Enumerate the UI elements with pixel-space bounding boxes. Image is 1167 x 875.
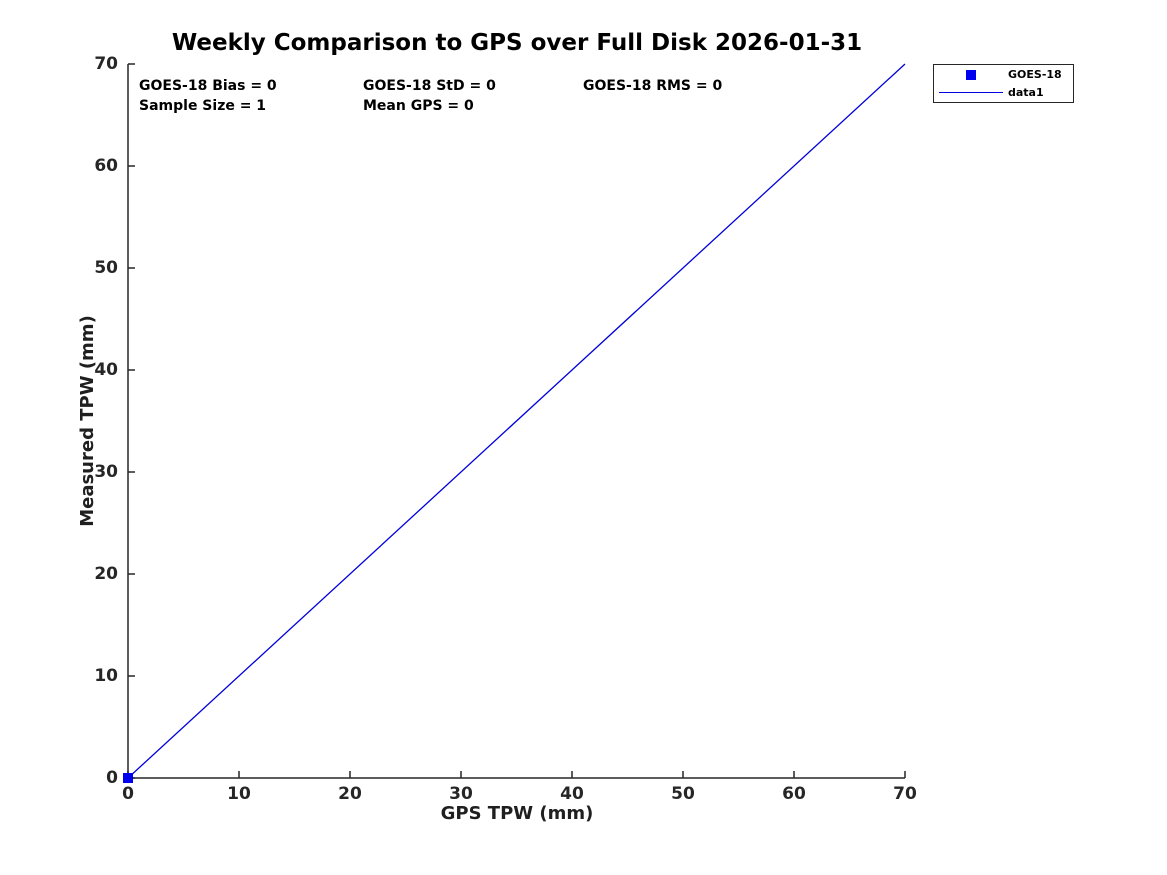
stat-rms: GOES-18 RMS = 0 (583, 78, 723, 94)
x-tick-label: 30 (449, 784, 473, 804)
stat-bias: GOES-18 Bias = 0 (139, 78, 277, 94)
y-tick-label: 40 (94, 360, 118, 380)
stat-std: GOES-18 StD = 0 (363, 78, 496, 94)
y-tick-label: 0 (106, 768, 118, 788)
y-tick-label: 50 (94, 258, 118, 278)
x-tick-label: 60 (782, 784, 806, 804)
legend-entry-data1: data1 (934, 84, 1073, 101)
y-tick-label: 30 (94, 462, 118, 482)
y-axis-label: Measured TPW (mm) (77, 315, 98, 527)
square-marker-icon (966, 69, 976, 80)
y-tick-label: 70 (94, 54, 118, 74)
x-tick-label: 10 (227, 784, 251, 804)
chart-title: Weekly Comparison to GPS over Full Disk … (171, 30, 863, 56)
x-tick-label: 40 (560, 784, 584, 804)
legend-icon-area (934, 92, 1008, 93)
x-tick-label: 70 (893, 784, 917, 804)
legend-label-data1: data1 (1008, 86, 1044, 99)
legend-label-goes18: GOES-18 (1008, 68, 1062, 81)
x-axis-label: GPS TPW (mm) (440, 803, 594, 824)
x-tick-label: 0 (122, 784, 134, 804)
y-tick-label: 60 (94, 156, 118, 176)
legend-icon-area (934, 69, 1008, 80)
x-tick-label: 50 (671, 784, 695, 804)
y-tick-label: 10 (94, 666, 118, 686)
stat-sample-size: Sample Size = 1 (139, 98, 267, 114)
x-tick-label: 20 (338, 784, 362, 804)
stat-mean-gps: Mean GPS = 0 (363, 98, 474, 114)
line-sample-icon (939, 92, 1003, 93)
legend-entry-goes18: GOES-18 (934, 66, 1073, 83)
legend-box: GOES-18 data1 (933, 64, 1074, 103)
y-tick-label: 20 (94, 564, 118, 584)
